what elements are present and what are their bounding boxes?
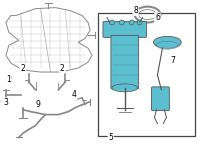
Ellipse shape bbox=[112, 84, 138, 92]
Ellipse shape bbox=[129, 20, 134, 25]
Ellipse shape bbox=[153, 36, 181, 48]
Text: 6: 6 bbox=[155, 13, 160, 22]
Ellipse shape bbox=[137, 20, 142, 25]
Text: 8: 8 bbox=[133, 6, 138, 15]
FancyBboxPatch shape bbox=[111, 35, 139, 89]
Text: 1: 1 bbox=[6, 75, 11, 84]
Ellipse shape bbox=[156, 41, 178, 49]
Ellipse shape bbox=[109, 20, 114, 25]
Text: 2: 2 bbox=[60, 64, 65, 73]
Ellipse shape bbox=[119, 20, 124, 25]
Bar bbox=[98, 13, 195, 136]
Text: 3: 3 bbox=[3, 98, 8, 107]
Text: 9: 9 bbox=[35, 100, 40, 109]
Text: 4: 4 bbox=[72, 90, 77, 99]
FancyBboxPatch shape bbox=[152, 87, 169, 111]
Text: 7: 7 bbox=[170, 56, 175, 65]
Text: 5: 5 bbox=[108, 133, 113, 142]
FancyBboxPatch shape bbox=[103, 21, 147, 37]
Text: 2: 2 bbox=[20, 64, 25, 73]
